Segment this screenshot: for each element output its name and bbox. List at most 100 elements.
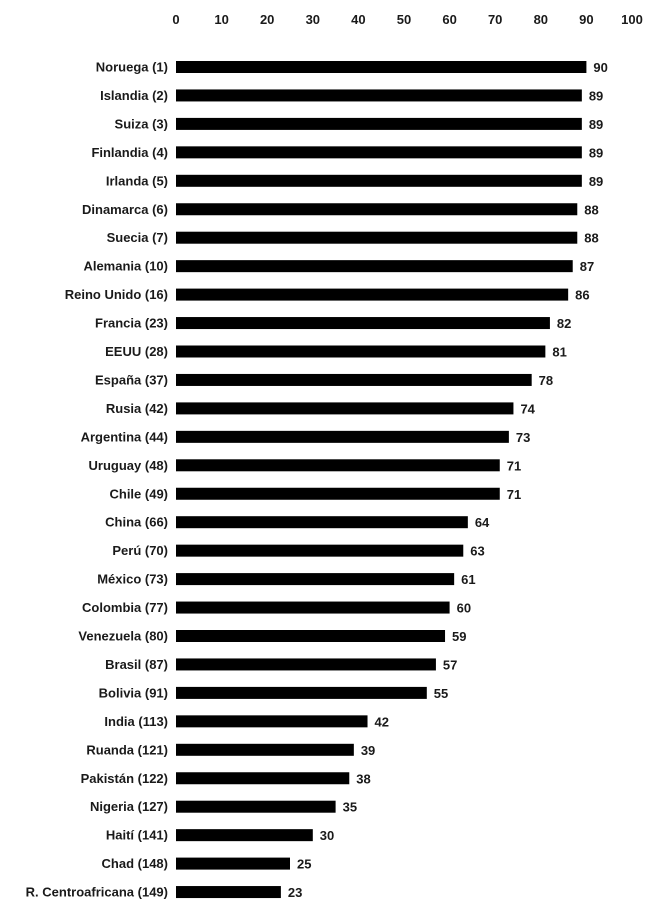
bar-value-label: 39 — [361, 743, 375, 758]
category-label: Alemania (10) — [83, 259, 168, 274]
bar — [176, 317, 550, 330]
category-label: Noruega (1) — [96, 60, 168, 75]
category-label: India (113) — [104, 714, 168, 729]
category-label: Haití (141) — [106, 828, 168, 843]
x-tick-label-60: 60 — [442, 12, 456, 27]
bar-value-label: 60 — [457, 601, 471, 616]
bar-value-label: 89 — [589, 145, 603, 160]
category-label: Finlandia (4) — [91, 145, 168, 160]
bars-group — [176, 61, 587, 899]
bar — [176, 61, 587, 73]
bar-value-label: 59 — [452, 629, 466, 644]
bar — [176, 800, 336, 813]
bar — [176, 288, 569, 301]
x-tick-label-40: 40 — [351, 12, 365, 27]
bar-value-label: 78 — [539, 373, 553, 388]
x-tick-label-10: 10 — [214, 12, 228, 27]
bar — [176, 601, 450, 614]
bar — [176, 203, 578, 216]
category-label: Dinamarca (6) — [82, 202, 168, 217]
x-tick-label-90: 90 — [579, 12, 593, 27]
x-tick-label-0: 0 — [172, 12, 179, 27]
bar-value-label: 89 — [589, 88, 603, 103]
bar — [176, 260, 573, 273]
bar — [176, 231, 578, 244]
bar-value-label: 25 — [297, 857, 311, 872]
x-tick-label-30: 30 — [306, 12, 320, 27]
bar — [176, 630, 446, 642]
x-tick-label-80: 80 — [534, 12, 548, 27]
bar — [176, 544, 464, 557]
bar-value-label: 87 — [580, 259, 594, 274]
x-tick-label-50: 50 — [397, 12, 411, 27]
bar-value-label: 81 — [552, 345, 566, 360]
bar-value-label: 88 — [584, 231, 598, 246]
bar — [176, 459, 500, 472]
bar-value-label: 90 — [593, 60, 607, 75]
bar-value-label: 23 — [288, 885, 302, 900]
category-label: Chile (49) — [109, 486, 168, 501]
bar-value-label: 64 — [475, 515, 490, 530]
bar — [176, 146, 582, 159]
bar — [176, 886, 281, 899]
bar-value-label: 57 — [443, 657, 457, 672]
bar-value-label: 73 — [516, 430, 530, 445]
category-label: México (73) — [97, 572, 168, 587]
bar-value-label: 71 — [507, 487, 521, 502]
category-label: Suiza (3) — [115, 116, 168, 131]
bar-value-label: 89 — [589, 174, 603, 189]
bar-value-label: 82 — [557, 316, 571, 331]
bar — [176, 715, 368, 728]
category-label: R. Centroafricana (149) — [26, 885, 168, 900]
category-label: Argentina (44) — [81, 429, 168, 444]
category-label: Irlanda (5) — [106, 173, 168, 188]
bar-value-label: 88 — [584, 202, 598, 217]
bar-value-label: 71 — [507, 458, 521, 473]
bar — [176, 89, 582, 102]
bar — [176, 487, 500, 500]
bar — [176, 430, 509, 443]
category-label: Francia (23) — [95, 316, 168, 331]
category-label: Brasil (87) — [105, 657, 168, 672]
category-label: Colombia (77) — [82, 600, 168, 615]
bar — [176, 174, 582, 187]
bar — [176, 573, 455, 586]
bar — [176, 857, 290, 870]
category-label: Islandia (2) — [100, 88, 168, 103]
category-label: Ruanda (121) — [86, 742, 168, 757]
x-tick-label-70: 70 — [488, 12, 502, 27]
bar-value-label: 55 — [434, 686, 448, 701]
bar-value-label: 61 — [461, 572, 475, 587]
bar — [176, 117, 582, 130]
bar — [176, 686, 427, 699]
category-label: Pakistán (122) — [81, 771, 168, 786]
category-label: Perú (70) — [112, 543, 168, 558]
bar-value-label: 35 — [343, 800, 357, 815]
x-tick-label-100: 100 — [621, 12, 643, 27]
bar-value-label: 30 — [320, 828, 334, 843]
category-label: Uruguay (48) — [89, 458, 168, 473]
bar-value-label: 42 — [375, 714, 389, 729]
category-label: Rusia (42) — [106, 401, 168, 416]
category-label: Nigeria (127) — [90, 799, 168, 814]
bar-value-label: 86 — [575, 288, 589, 303]
category-label: Reino Unido (16) — [65, 287, 168, 302]
category-label: Chad (148) — [102, 856, 168, 871]
bar — [176, 743, 354, 756]
y-axis-labels: Noruega (1) Islandia (2) Suiza (3) Finlandi… — [26, 60, 168, 900]
bar-value-label: 38 — [356, 771, 370, 786]
bar-value-label: 89 — [589, 117, 603, 132]
category-label: Bolivia (91) — [99, 685, 168, 700]
bar — [176, 516, 468, 529]
bar — [176, 345, 546, 358]
category-label: España (37) — [95, 372, 168, 387]
bar — [176, 829, 313, 842]
x-tick-label-20: 20 — [260, 12, 274, 27]
bar — [176, 402, 514, 415]
category-label: Suecia (7) — [107, 230, 168, 245]
bar-value-label: 74 — [520, 401, 535, 416]
category-label: EEUU (28) — [105, 344, 168, 359]
category-label: Venezuela (80) — [78, 629, 168, 644]
bar — [176, 373, 532, 386]
